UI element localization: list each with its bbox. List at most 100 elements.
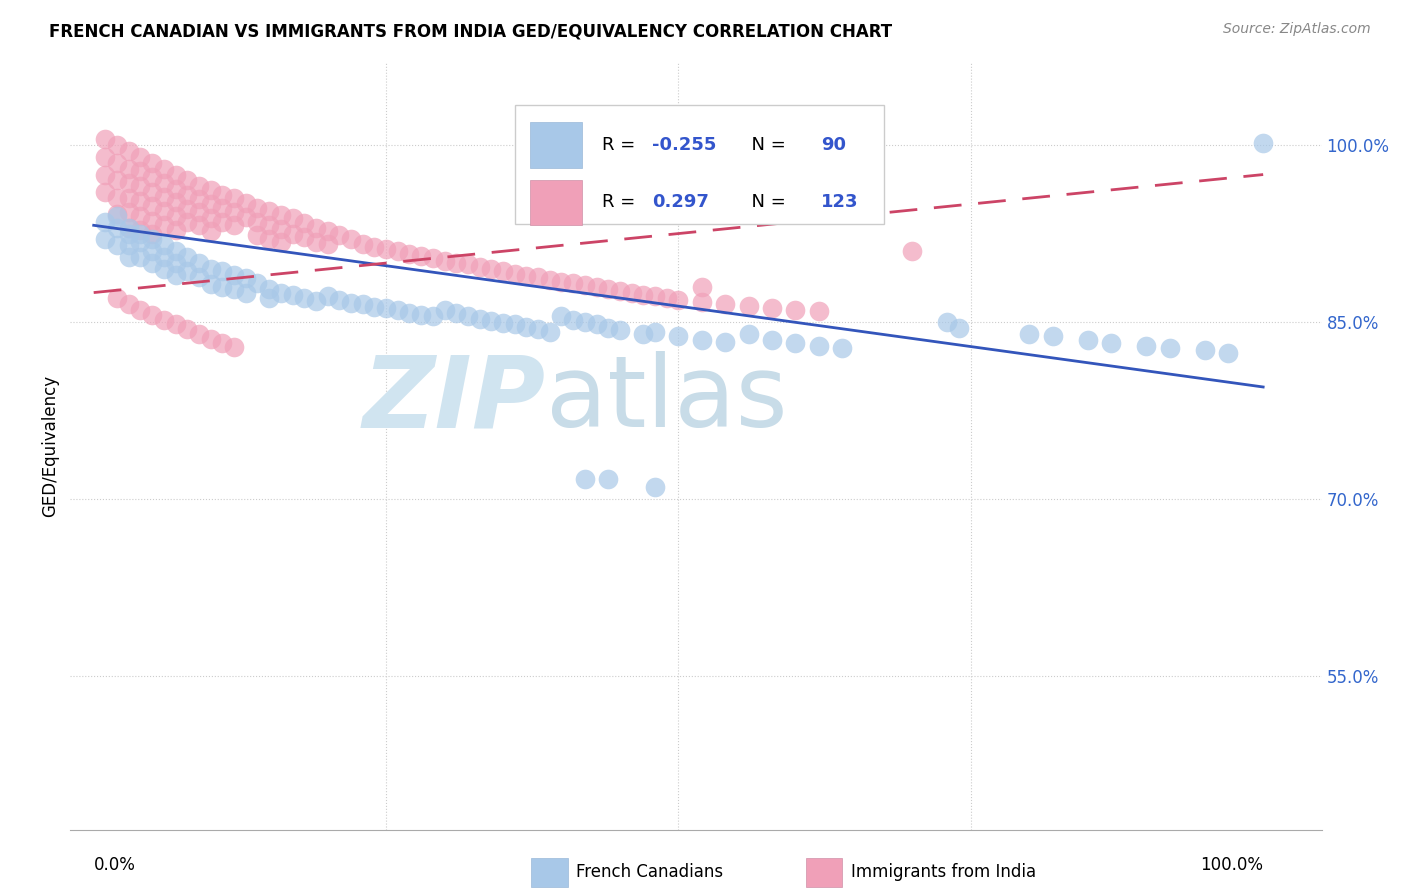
Point bbox=[807, 304, 830, 318]
Point bbox=[527, 270, 550, 285]
Point bbox=[387, 303, 409, 318]
Point bbox=[1099, 336, 1122, 351]
Point bbox=[411, 249, 433, 263]
Point bbox=[141, 227, 163, 241]
Point bbox=[257, 282, 280, 296]
Point bbox=[200, 332, 222, 346]
Point bbox=[598, 321, 620, 335]
Point bbox=[118, 250, 141, 264]
Point bbox=[153, 262, 176, 277]
Text: FRENCH CANADIAN VS IMMIGRANTS FROM INDIA GED/EQUIVALENCY CORRELATION CHART: FRENCH CANADIAN VS IMMIGRANTS FROM INDIA… bbox=[49, 22, 893, 40]
Point bbox=[222, 340, 245, 354]
Point bbox=[118, 238, 141, 252]
Point bbox=[281, 227, 304, 241]
Point bbox=[94, 186, 117, 200]
Point bbox=[538, 272, 561, 286]
Point bbox=[292, 230, 315, 244]
Point bbox=[411, 308, 433, 322]
Point bbox=[94, 215, 117, 229]
Point bbox=[305, 220, 328, 235]
Point bbox=[129, 250, 152, 264]
Point bbox=[187, 192, 209, 206]
Point bbox=[328, 227, 350, 242]
Point bbox=[550, 309, 572, 323]
Point bbox=[270, 285, 292, 300]
Point bbox=[422, 252, 444, 266]
Point bbox=[118, 161, 141, 176]
Point bbox=[165, 256, 187, 270]
Y-axis label: GED/Equivalency: GED/Equivalency bbox=[41, 375, 59, 517]
Point bbox=[515, 319, 537, 334]
Point bbox=[257, 292, 280, 306]
Text: 123: 123 bbox=[821, 194, 859, 211]
Point bbox=[211, 215, 233, 229]
Point bbox=[503, 267, 526, 281]
Point bbox=[200, 262, 222, 277]
Point bbox=[257, 219, 280, 233]
Point bbox=[375, 242, 398, 256]
Point bbox=[433, 303, 456, 318]
Point bbox=[257, 232, 280, 246]
Point bbox=[936, 315, 959, 329]
Point bbox=[281, 288, 304, 302]
Point bbox=[328, 293, 350, 307]
Point bbox=[574, 278, 596, 293]
Point bbox=[94, 150, 117, 164]
Point bbox=[668, 293, 690, 307]
Point bbox=[785, 336, 807, 351]
Point bbox=[1216, 345, 1239, 359]
Point bbox=[165, 168, 187, 182]
Point bbox=[129, 303, 152, 318]
Point bbox=[281, 211, 304, 226]
Point bbox=[492, 264, 515, 278]
Point bbox=[105, 173, 128, 187]
Point bbox=[398, 246, 420, 260]
Point bbox=[105, 138, 128, 153]
Point bbox=[305, 235, 328, 249]
Point bbox=[1251, 136, 1274, 150]
Point bbox=[668, 329, 690, 343]
Point bbox=[257, 204, 280, 219]
Point bbox=[831, 341, 853, 355]
Point bbox=[235, 210, 257, 224]
Point bbox=[105, 238, 128, 252]
Point bbox=[211, 187, 233, 202]
Point bbox=[1018, 326, 1040, 341]
Text: 100.0%: 100.0% bbox=[1201, 855, 1263, 873]
Point bbox=[105, 220, 128, 235]
Point bbox=[129, 164, 152, 178]
Point bbox=[129, 194, 152, 208]
Point bbox=[316, 224, 339, 238]
Point bbox=[352, 237, 374, 252]
Point bbox=[562, 276, 585, 290]
Point bbox=[118, 297, 141, 311]
Point bbox=[479, 262, 502, 277]
Point bbox=[176, 215, 198, 229]
Point bbox=[690, 279, 713, 293]
Point bbox=[153, 176, 176, 190]
Point bbox=[398, 305, 420, 319]
Point bbox=[165, 268, 187, 282]
Point bbox=[165, 244, 187, 259]
Point bbox=[1135, 339, 1157, 353]
Point bbox=[292, 216, 315, 230]
Point bbox=[503, 318, 526, 332]
Point bbox=[222, 268, 245, 282]
Text: Source: ZipAtlas.com: Source: ZipAtlas.com bbox=[1223, 22, 1371, 37]
Point bbox=[105, 155, 128, 169]
Point bbox=[690, 333, 713, 347]
Point bbox=[444, 256, 467, 270]
Point bbox=[363, 239, 385, 253]
Point bbox=[246, 227, 269, 242]
Point bbox=[1159, 341, 1181, 355]
Text: N =: N = bbox=[740, 194, 792, 211]
Point bbox=[141, 232, 163, 246]
Point bbox=[118, 220, 141, 235]
Point bbox=[644, 289, 666, 303]
Text: 90: 90 bbox=[821, 136, 846, 154]
Point bbox=[246, 215, 269, 229]
Point bbox=[222, 191, 245, 205]
Point bbox=[468, 311, 491, 326]
Point bbox=[574, 472, 596, 486]
Text: Immigrants from India: Immigrants from India bbox=[851, 863, 1036, 881]
